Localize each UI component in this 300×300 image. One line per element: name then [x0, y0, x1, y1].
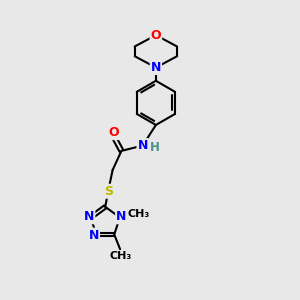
- Text: S: S: [104, 185, 113, 198]
- Text: O: O: [108, 126, 119, 139]
- Text: N: N: [116, 210, 127, 223]
- Text: N: N: [89, 229, 99, 242]
- Text: H: H: [150, 141, 160, 154]
- Text: CH₃: CH₃: [109, 251, 131, 261]
- Text: N: N: [84, 210, 94, 223]
- Text: CH₃: CH₃: [128, 209, 150, 219]
- Text: N: N: [137, 139, 148, 152]
- Text: N: N: [151, 61, 161, 74]
- Text: O: O: [151, 29, 161, 42]
